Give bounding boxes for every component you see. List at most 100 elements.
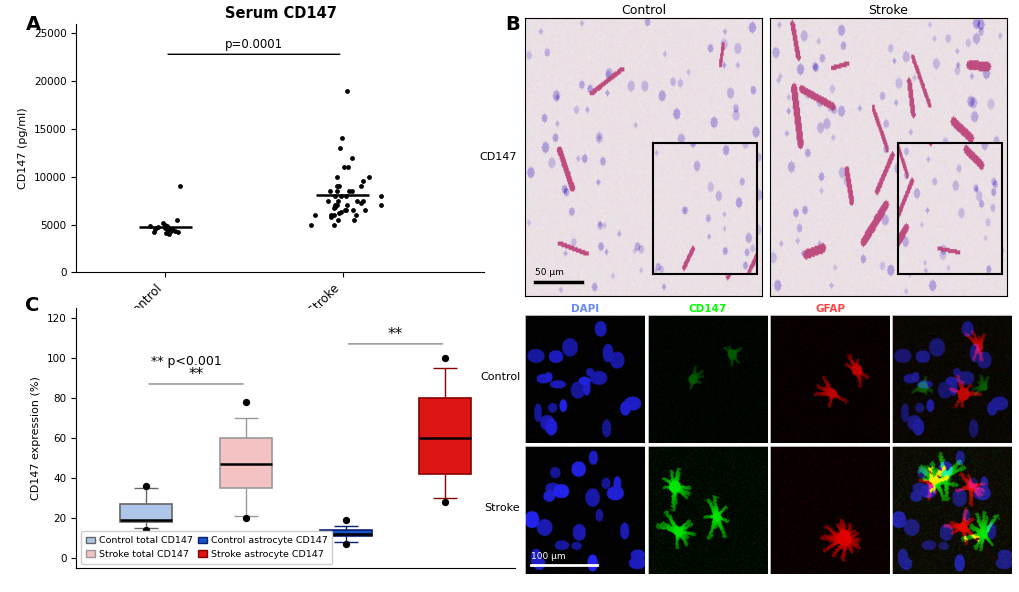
Point bbox=[237, 513, 254, 523]
Point bbox=[343, 153, 360, 162]
Point bbox=[336, 205, 353, 215]
Point bbox=[157, 224, 173, 233]
Title: Merge: Merge bbox=[933, 304, 970, 314]
Point bbox=[163, 227, 179, 236]
Point bbox=[352, 182, 368, 191]
Text: CD147: CD147 bbox=[479, 152, 517, 162]
Text: **: ** bbox=[387, 327, 403, 342]
Point bbox=[167, 227, 183, 236]
Point bbox=[142, 221, 158, 231]
Point bbox=[168, 215, 184, 224]
Point bbox=[338, 201, 355, 210]
Point bbox=[325, 220, 341, 229]
Title: Control: Control bbox=[621, 4, 665, 17]
Point bbox=[303, 220, 319, 229]
Point bbox=[321, 186, 337, 196]
Point bbox=[158, 229, 174, 238]
Point bbox=[337, 191, 354, 201]
Point bbox=[332, 191, 348, 201]
Point bbox=[337, 516, 354, 525]
Point bbox=[331, 182, 347, 191]
Point bbox=[337, 205, 354, 215]
Bar bbox=[319, 530, 371, 536]
Point bbox=[161, 229, 177, 239]
Point bbox=[138, 526, 154, 535]
Title: DAPI: DAPI bbox=[571, 304, 599, 314]
Point bbox=[328, 186, 344, 196]
Text: p=0.0001: p=0.0001 bbox=[224, 38, 282, 52]
Point bbox=[146, 227, 162, 237]
Point bbox=[171, 182, 187, 191]
Point bbox=[348, 196, 365, 205]
Point bbox=[159, 226, 175, 235]
Text: B: B bbox=[504, 15, 519, 34]
Text: A: A bbox=[25, 15, 41, 34]
Text: ** p<0.001: ** p<0.001 bbox=[151, 355, 222, 368]
Point bbox=[372, 191, 388, 201]
Point bbox=[330, 196, 346, 205]
Point bbox=[347, 210, 364, 220]
Point bbox=[326, 191, 342, 201]
Y-axis label: CD147 expression (%): CD147 expression (%) bbox=[32, 376, 42, 500]
Point bbox=[338, 86, 355, 95]
Point bbox=[339, 162, 356, 172]
Text: Stroke: Stroke bbox=[484, 503, 520, 513]
Point bbox=[353, 199, 369, 208]
Point bbox=[344, 205, 361, 215]
Point bbox=[330, 208, 346, 218]
Text: 50 μm: 50 μm bbox=[534, 268, 564, 276]
Point bbox=[335, 162, 352, 172]
Point bbox=[333, 134, 350, 143]
Point bbox=[437, 353, 453, 363]
Point bbox=[333, 207, 350, 217]
Point bbox=[138, 481, 154, 491]
Point bbox=[155, 218, 171, 227]
Point bbox=[158, 221, 174, 231]
Point bbox=[332, 143, 348, 153]
Point bbox=[319, 196, 335, 205]
Point bbox=[361, 172, 377, 181]
Point bbox=[170, 227, 186, 237]
Title: Stroke: Stroke bbox=[867, 4, 908, 17]
Point bbox=[307, 210, 323, 220]
Point bbox=[355, 177, 371, 186]
Point bbox=[437, 497, 453, 507]
Point bbox=[340, 186, 357, 196]
Point bbox=[159, 223, 175, 232]
Bar bbox=[220, 438, 272, 488]
Point bbox=[147, 224, 163, 234]
Y-axis label: CD147 (pg/ml): CD147 (pg/ml) bbox=[18, 107, 29, 189]
Legend: Control total CD147, Stroke total CD147, Control astrocyte CD147, Stroke astrocy: Control total CD147, Stroke total CD147,… bbox=[82, 532, 332, 564]
Point bbox=[330, 215, 346, 224]
Point bbox=[150, 223, 166, 232]
Point bbox=[326, 204, 342, 213]
Text: 100 μm: 100 μm bbox=[531, 552, 566, 561]
Point bbox=[325, 210, 341, 220]
Text: **: ** bbox=[189, 367, 204, 382]
Point bbox=[329, 182, 345, 191]
Point bbox=[337, 539, 354, 549]
Title: Serum CD147: Serum CD147 bbox=[224, 6, 336, 21]
Point bbox=[357, 205, 373, 215]
Point bbox=[343, 186, 360, 196]
Point bbox=[148, 224, 164, 233]
Point bbox=[372, 201, 388, 210]
Title: CD147: CD147 bbox=[688, 304, 727, 314]
Point bbox=[328, 201, 344, 210]
Point bbox=[164, 224, 180, 234]
Point bbox=[157, 221, 173, 230]
Bar bbox=[120, 504, 172, 522]
Title: GFAP: GFAP bbox=[814, 304, 845, 314]
Point bbox=[323, 212, 339, 221]
Point bbox=[161, 226, 177, 235]
Point bbox=[329, 172, 345, 181]
Point bbox=[345, 215, 362, 224]
Text: Control: Control bbox=[480, 372, 520, 382]
Bar bbox=[419, 398, 471, 474]
Point bbox=[237, 397, 254, 407]
Text: C: C bbox=[25, 296, 40, 315]
Point bbox=[326, 202, 342, 212]
Point bbox=[326, 201, 342, 210]
Point bbox=[322, 210, 338, 220]
Point bbox=[355, 196, 371, 205]
